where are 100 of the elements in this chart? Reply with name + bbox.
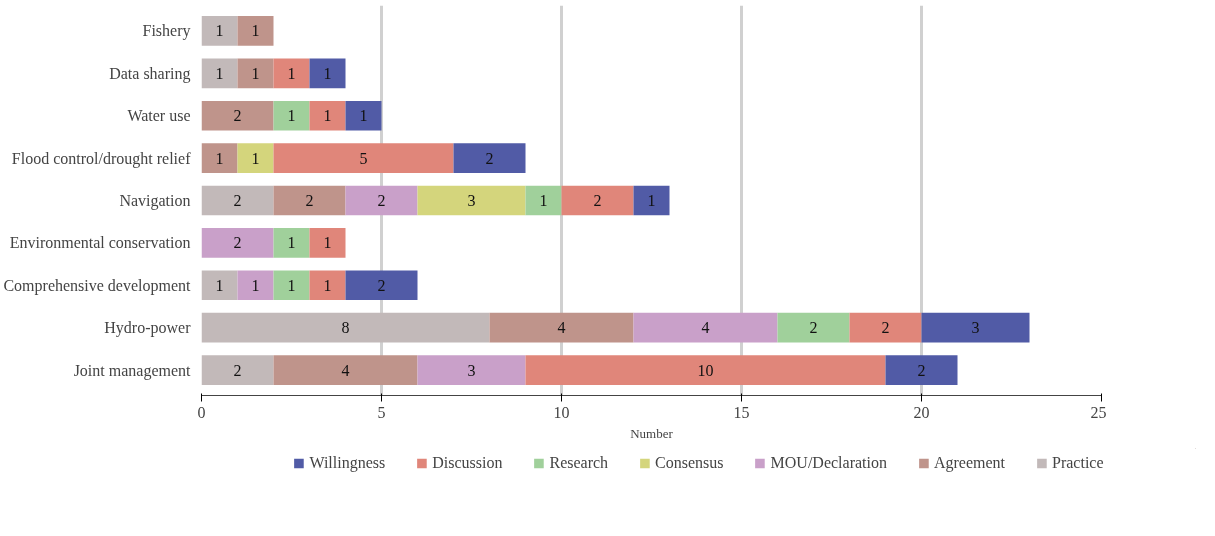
bar xyxy=(561,185,634,216)
data-label: 1 xyxy=(287,64,296,82)
x-axis-title: Number xyxy=(630,425,674,441)
y-tick-label: Water use xyxy=(127,107,191,125)
y-tick-label: Fishery xyxy=(142,22,191,41)
data-label: 1 xyxy=(215,64,224,82)
data-label: 1 xyxy=(287,234,296,252)
data-label: 2 xyxy=(917,361,926,379)
bar xyxy=(633,312,778,343)
x-tick-label: 15 xyxy=(733,403,750,421)
y-tick-label: Data sharing xyxy=(109,64,191,83)
data-label: 3 xyxy=(971,319,980,337)
x-tick-label: 0 xyxy=(197,403,206,421)
data-label: 2 xyxy=(233,107,242,125)
data-label: 1 xyxy=(323,64,332,82)
bar xyxy=(201,58,238,89)
data-label: 1 xyxy=(287,276,296,294)
data-label: 5 xyxy=(359,149,368,167)
bar xyxy=(345,270,418,301)
legend-label: Practice xyxy=(1052,454,1104,472)
data-label: 2 xyxy=(233,234,242,252)
data-label: 1 xyxy=(647,192,656,209)
bar xyxy=(237,270,274,301)
y-tick-label: Comprehensive development xyxy=(3,276,192,295)
legend-label: MOU/Declaration xyxy=(770,454,887,472)
bar xyxy=(453,143,526,173)
bar xyxy=(273,355,418,385)
data-label: 1 xyxy=(215,22,224,40)
bar xyxy=(489,312,634,343)
data-label: 2 xyxy=(305,192,314,209)
bar xyxy=(417,355,526,385)
data-label: 10 xyxy=(697,361,714,379)
y-tick-label: Flood control/drought relief xyxy=(11,149,192,168)
data-label: 1 xyxy=(215,149,224,167)
data-label: 1 xyxy=(287,107,296,125)
y-tick-label: Environmental conservation xyxy=(9,234,191,252)
bar xyxy=(201,100,274,131)
data-label: 2 xyxy=(881,319,890,337)
data-label: 1 xyxy=(251,149,260,167)
bar xyxy=(273,228,310,258)
bar xyxy=(273,270,310,301)
bar xyxy=(345,100,382,131)
data-label: 2 xyxy=(809,319,818,337)
bar xyxy=(273,100,310,131)
bar xyxy=(309,228,346,258)
y-tick-label: Navigation xyxy=(119,192,191,210)
data-label: 4 xyxy=(557,319,566,337)
data-label: 2 xyxy=(377,276,386,294)
bar xyxy=(417,185,526,216)
bar xyxy=(201,355,274,385)
bar xyxy=(237,16,274,46)
bar xyxy=(885,355,958,385)
data-label: 1 xyxy=(251,276,260,294)
bar xyxy=(237,58,274,89)
data-label: 3 xyxy=(467,192,476,209)
x-tick-label: 20 xyxy=(913,403,930,421)
bar xyxy=(273,185,346,216)
legend-label: Agreement xyxy=(933,454,1006,472)
legend-label: Consensus xyxy=(655,454,724,472)
y-tick-label: Joint management xyxy=(73,361,192,380)
bar xyxy=(345,185,418,216)
legend-label: Willingness xyxy=(309,454,386,472)
data-label: 1 xyxy=(323,107,332,125)
bar xyxy=(525,355,886,385)
bar xyxy=(273,58,310,89)
bar xyxy=(201,16,238,46)
bar xyxy=(201,228,274,258)
bar xyxy=(309,100,346,131)
data-label: 2 xyxy=(485,149,494,167)
data-label: 1 xyxy=(323,234,332,252)
data-label: 2 xyxy=(593,192,602,209)
bar xyxy=(273,143,454,173)
data-label: 4 xyxy=(701,319,710,337)
data-label: 2 xyxy=(377,192,386,209)
data-label: 2 xyxy=(233,192,242,209)
bar xyxy=(309,58,346,89)
bar xyxy=(849,312,922,343)
data-label: 4 xyxy=(341,361,350,379)
bar xyxy=(525,185,562,216)
bar xyxy=(633,185,670,216)
bar xyxy=(309,270,346,301)
y-tick-label: Hydro-power xyxy=(104,319,192,338)
data-label: 3 xyxy=(467,361,476,379)
data-label: 1 xyxy=(251,64,260,82)
bar xyxy=(201,143,238,173)
data-label: 1 xyxy=(251,22,260,40)
x-tick-label: 10 xyxy=(553,403,570,421)
data-label: 8 xyxy=(341,319,350,337)
bar xyxy=(777,312,850,343)
x-tick-label: 25 xyxy=(1090,403,1107,421)
data-label: 1 xyxy=(323,276,332,294)
bar xyxy=(201,185,274,216)
data-label: 1 xyxy=(359,107,368,125)
bar xyxy=(237,143,274,173)
data-label: 1 xyxy=(215,276,224,294)
bar xyxy=(201,312,490,343)
bar xyxy=(921,312,1030,343)
x-tick-label: 5 xyxy=(377,403,386,421)
legend-label: Discussion xyxy=(432,454,503,472)
data-label: 2 xyxy=(233,361,242,379)
